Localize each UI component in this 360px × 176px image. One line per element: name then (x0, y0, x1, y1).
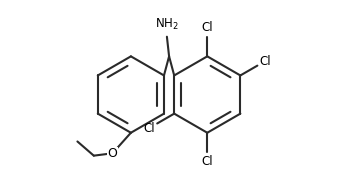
Text: O: O (107, 147, 117, 160)
Text: Cl: Cl (260, 55, 271, 68)
Text: NH$_2$: NH$_2$ (155, 17, 179, 32)
Text: Cl: Cl (202, 21, 213, 34)
Text: Cl: Cl (143, 122, 155, 134)
Text: Cl: Cl (202, 155, 213, 168)
